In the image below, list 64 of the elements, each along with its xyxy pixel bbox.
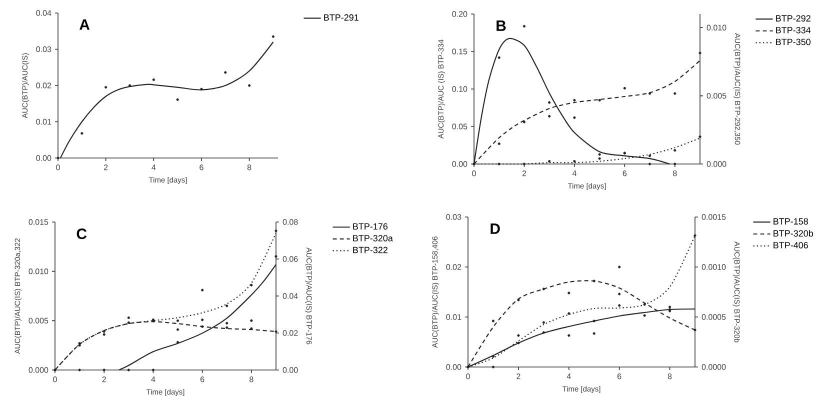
x-tick-label: 2 <box>522 170 526 176</box>
x-tick-label: 6 <box>200 376 204 382</box>
y-tick-label: 0.15 <box>452 48 468 54</box>
y-tick-label: 0.20 <box>452 11 468 17</box>
x-tick-label: 0 <box>472 170 476 176</box>
y-tick-label: 0.000 <box>28 367 48 373</box>
y2-tick-label: 0.08 <box>282 219 298 225</box>
x-tick-label: 6 <box>200 164 204 170</box>
y-tick-label: 0.05 <box>452 124 468 130</box>
y-tick-label: 0.04 <box>36 10 52 16</box>
y2-tick-label: 0.000 <box>706 161 726 167</box>
y-tick-label: 0.015 <box>28 219 48 225</box>
legend-label: BTP-320a <box>353 235 393 242</box>
y-tick-label: 0.005 <box>28 318 48 324</box>
x-tick-label: 0 <box>56 164 60 170</box>
legend-label: BTP-320b <box>774 230 813 237</box>
legend-label: BTP-406 <box>774 242 808 248</box>
x-tick-label: 2 <box>104 164 108 170</box>
legend-label: BTP-334 <box>776 26 811 34</box>
x-tick-label: 4 <box>572 170 576 176</box>
legend-label: BTP-322 <box>353 246 388 254</box>
x-tick-label: 8 <box>673 170 677 176</box>
legend-label: BTP-291 <box>324 14 358 21</box>
y2-tick-label: 0.005 <box>706 92 726 99</box>
chart-title: C <box>76 228 87 240</box>
x-tick-label: 8 <box>247 164 252 170</box>
y-tick-label: 0.02 <box>446 264 462 270</box>
y2-tick-label: 0.0010 <box>702 264 726 270</box>
x-tick-label: 8 <box>668 374 672 380</box>
y2-tick-label: 0.00 <box>282 367 298 373</box>
y2-tick-label: 0.010 <box>706 24 726 30</box>
x-tick-label: 2 <box>516 374 520 380</box>
chart-title: B <box>496 20 506 31</box>
y-tick-label: 0.03 <box>36 46 52 52</box>
y2-tick-label: 0.06 <box>282 256 298 262</box>
x-tick-label: 0 <box>466 374 470 380</box>
y2-tick-label: 0.0000 <box>702 364 726 370</box>
y2-tick-label: 0.04 <box>282 293 298 299</box>
y-tick-label: 0.00 <box>452 161 468 167</box>
x-tick-label: 4 <box>151 376 156 382</box>
x-tick-label: 6 <box>618 374 622 380</box>
y-tick-label: 0.00 <box>36 155 52 161</box>
y-tick-label: 0.010 <box>28 268 48 274</box>
chart-title: D <box>490 224 500 234</box>
y-tick-label: 0.01 <box>36 118 52 125</box>
y-tick-label: 0.03 <box>446 214 462 220</box>
y2-tick-label: 0.0015 <box>702 214 726 220</box>
y-tick-label: 0.02 <box>36 82 52 88</box>
legend-label: BTP-292 <box>776 15 810 22</box>
x-tick-label: 2 <box>102 376 106 382</box>
legend-label: BTP-176 <box>353 223 388 230</box>
chart-title: A <box>80 19 90 30</box>
x-tick-label: 8 <box>250 376 254 382</box>
y2-tick-label: 0.0005 <box>702 314 726 320</box>
legend-label: BTP-350 <box>776 38 811 46</box>
y-tick-label: 0.01 <box>446 314 462 320</box>
x-tick-label: 0 <box>53 376 57 382</box>
x-tick-label: 4 <box>152 164 156 170</box>
x-tick-label: 4 <box>566 374 571 380</box>
y2-tick-label: 0.02 <box>282 330 298 336</box>
x-tick-label: 6 <box>622 170 627 176</box>
y-tick-label: 0.00 <box>446 364 462 370</box>
legend-label: BTP-158 <box>774 218 808 225</box>
y-tick-label: 0.10 <box>452 86 468 92</box>
